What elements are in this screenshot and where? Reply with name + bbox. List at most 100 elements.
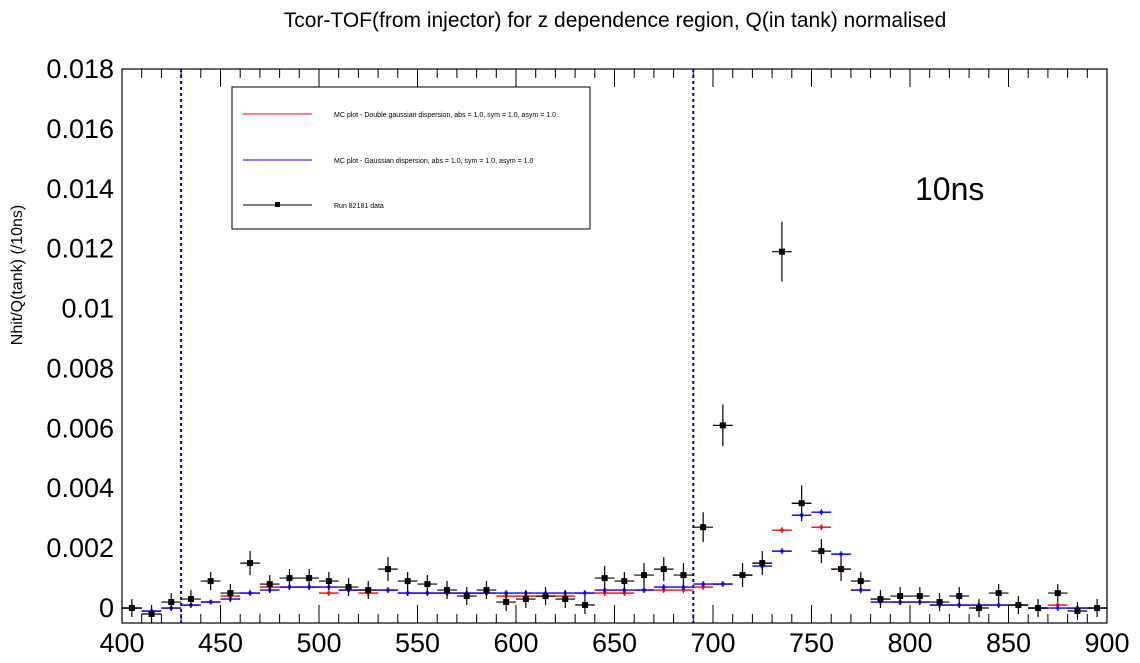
bin-width-annotation: 10ns [915, 171, 984, 207]
mc-point [780, 528, 784, 532]
mc-point [386, 588, 390, 592]
data-point [956, 593, 963, 600]
data-point [700, 524, 707, 531]
mc-point [721, 582, 725, 586]
data-point [680, 572, 687, 579]
data-point [1074, 608, 1081, 615]
mc-point [997, 603, 1001, 607]
mc-point [839, 552, 843, 556]
legend-label-red: MC plot - Double gaussian dispersion, ab… [334, 112, 556, 119]
x-tick-label: 850 [986, 628, 1031, 658]
data-point [1054, 590, 1061, 597]
mc-point [327, 591, 331, 595]
data-point [227, 590, 234, 597]
y-tick-label: 0.012 [46, 234, 114, 264]
data-point [621, 578, 628, 585]
x-tick-label: 650 [592, 628, 637, 658]
data-point [542, 593, 549, 600]
mc-point [1056, 606, 1060, 610]
y-axis-label: Nhit/Q(tank) (/10ns) [9, 205, 26, 345]
data-point [128, 605, 135, 612]
y-tick-label: 0 [99, 593, 114, 623]
mc-point [819, 525, 823, 529]
data-point [798, 500, 805, 507]
data-point [936, 599, 943, 606]
data-point [522, 596, 529, 603]
legend: MC plot - Double gaussian dispersion, ab… [231, 86, 591, 230]
data-point [168, 599, 175, 606]
x-tick-label: 800 [887, 628, 932, 658]
data-point [641, 572, 648, 579]
data-point [562, 596, 569, 603]
data-point [404, 578, 411, 585]
data-point [581, 602, 588, 609]
data-point [266, 581, 273, 588]
data-point [838, 566, 845, 573]
mc-point [819, 510, 823, 514]
legend-label-blue: MC plot - Gaussian dispersion, abs = 1.0… [334, 158, 534, 165]
data-point [739, 572, 746, 579]
vertical-dashed-lines [180, 69, 695, 623]
data-point [503, 599, 510, 606]
data-point [365, 587, 372, 594]
data-point [759, 560, 766, 567]
series-2 [122, 221, 1107, 623]
x-tick-label: 900 [1084, 628, 1129, 658]
data-point [148, 611, 155, 618]
data-point [424, 581, 431, 588]
x-tick-label: 400 [99, 628, 144, 658]
x-tick-label: 600 [493, 628, 538, 658]
mc-point [583, 591, 587, 595]
mc-point [248, 591, 252, 595]
x-tick-label: 750 [789, 628, 834, 658]
y-tick-label: 0.016 [46, 114, 114, 144]
y-tick-label: 0.018 [46, 54, 114, 84]
x-axis-ticks: 400 450 500 550 600 650 700 750 800 850 900 [99, 69, 1130, 658]
data-point [818, 548, 825, 555]
data-point [483, 587, 490, 594]
mc-point [406, 591, 410, 595]
mc-point [780, 549, 784, 553]
x-tick-label: 450 [198, 628, 243, 658]
data-point [601, 575, 608, 582]
data-point [444, 587, 451, 594]
y-tick-label: 0.008 [46, 353, 114, 383]
mc-point [701, 582, 705, 586]
data-point [463, 593, 470, 600]
data-point [325, 578, 332, 585]
y-tick-label: 0.002 [46, 533, 114, 563]
series-layer [122, 221, 1107, 623]
x-tick-label: 500 [296, 628, 341, 658]
data-point [1094, 605, 1101, 612]
data-point [778, 248, 785, 255]
y-tick-label: 0.004 [46, 473, 114, 503]
mc-point [209, 600, 213, 604]
data-point [306, 575, 313, 582]
data-point [286, 575, 293, 582]
data-point [660, 566, 667, 573]
data-point [877, 596, 884, 603]
x-tick-label: 550 [395, 628, 440, 658]
data-point [187, 596, 194, 603]
mc-point [642, 588, 646, 592]
data-point [1035, 605, 1042, 612]
mc-point [662, 585, 666, 589]
y-tick-label: 0.01 [61, 294, 114, 324]
y-axis-ticks: 0 0.002 0.004 0.006 0.008 0.01 0.012 0.014 0.016… [46, 54, 114, 623]
data-point [207, 578, 214, 585]
data-point [897, 593, 904, 600]
data-point [916, 593, 923, 600]
legend-label-data: Run 82181 data [334, 203, 384, 210]
y-tick-label: 0.014 [46, 174, 114, 204]
data-point [975, 605, 982, 612]
chart-title: Tcor-TOF(from injector) for z dependence… [284, 9, 947, 32]
data-point [995, 590, 1002, 597]
data-point [345, 584, 352, 591]
data-point [1015, 602, 1022, 609]
legend-marker-data-point [275, 202, 280, 207]
data-point [719, 422, 726, 429]
y-tick-label: 0.006 [46, 413, 114, 443]
data-point [857, 578, 864, 585]
data-point [384, 566, 391, 573]
